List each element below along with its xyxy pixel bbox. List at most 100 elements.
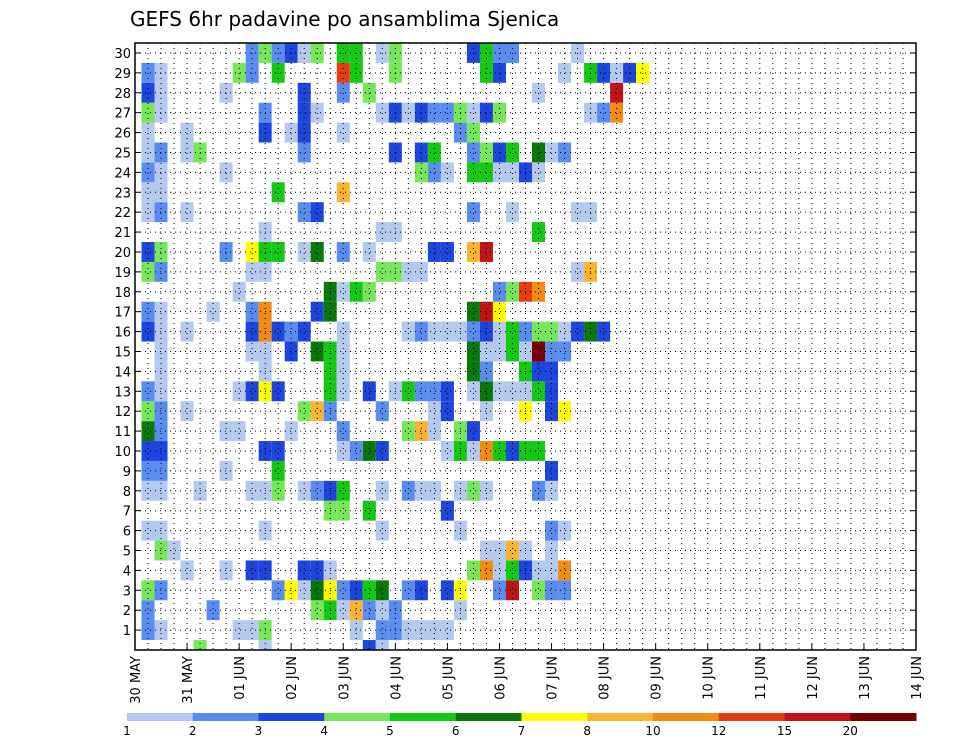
heatmap-cell xyxy=(466,361,480,382)
heatmap-cell xyxy=(440,500,454,521)
heatmap-cell xyxy=(636,62,650,83)
heatmap-cell xyxy=(597,62,611,83)
y-tick-label: 18 xyxy=(114,286,131,301)
heatmap-cell xyxy=(154,261,168,282)
heatmap-cell xyxy=(141,460,155,481)
heatmap-cell xyxy=(154,62,168,83)
x-tick-label: 02 JUN xyxy=(285,656,300,700)
heatmap-cell xyxy=(180,122,194,143)
heatmap-cell xyxy=(505,441,519,461)
heatmap-cell xyxy=(414,421,428,442)
heatmap-cell xyxy=(336,321,350,342)
heatmap-cell xyxy=(545,341,559,362)
heatmap-cell xyxy=(310,560,324,581)
heatmap-cell xyxy=(375,43,389,63)
y-tick-label: 3 xyxy=(123,584,131,599)
heatmap-cell xyxy=(492,301,506,322)
heatmap-cell xyxy=(362,441,376,461)
heatmap-cell xyxy=(154,441,168,461)
heatmap-cell xyxy=(427,142,441,163)
heatmap-cell xyxy=(206,600,220,621)
heatmap-cell xyxy=(427,401,441,422)
heatmap-cell xyxy=(532,480,546,501)
heatmap-cell xyxy=(479,321,493,342)
y-tick-label: 25 xyxy=(114,146,131,161)
heatmap-cell xyxy=(505,43,519,63)
heatmap-cell xyxy=(284,43,298,63)
heatmap-cell xyxy=(284,122,298,143)
y-tick-label: 16 xyxy=(114,326,131,341)
y-tick-label: 9 xyxy=(123,465,131,480)
heatmap-cell xyxy=(623,62,637,83)
heatmap-cell xyxy=(479,480,493,501)
heatmap-cell xyxy=(154,142,168,163)
y-tick-label: 22 xyxy=(114,206,131,221)
heatmap-cell xyxy=(558,401,572,422)
heatmap-cell xyxy=(545,361,559,382)
colorbar-label: 4 xyxy=(320,724,328,738)
heatmap-cell xyxy=(141,321,155,342)
heatmap-cell xyxy=(310,401,324,422)
heatmap-cell xyxy=(349,62,363,83)
heatmap-cell xyxy=(141,102,155,123)
heatmap-cell xyxy=(219,460,233,481)
heatmap-cell xyxy=(245,242,259,262)
heatmap-cell xyxy=(206,301,220,322)
heatmap-cell xyxy=(141,162,155,183)
heatmap-cell xyxy=(492,321,506,342)
colorbar-swatch xyxy=(192,713,259,721)
heatmap-cell xyxy=(401,381,415,402)
heatmap-cell xyxy=(245,341,259,362)
x-tick-label: 04 JUN xyxy=(389,656,404,700)
heatmap-cell xyxy=(180,401,194,422)
heatmap-cell xyxy=(154,162,168,183)
x-tick-label: 06 JUN xyxy=(493,656,508,700)
heatmap-cell xyxy=(375,520,389,541)
grid-lines xyxy=(135,43,916,650)
heatmap-cell xyxy=(219,421,233,442)
heatmap-cell xyxy=(284,341,298,362)
heatmap-cell xyxy=(532,321,546,342)
heatmap-cell xyxy=(466,480,480,501)
heatmap-cell xyxy=(414,261,428,282)
heatmap-cell xyxy=(362,281,376,302)
heatmap-cell xyxy=(297,142,311,163)
heatmap-cell xyxy=(141,62,155,83)
heatmap-cell xyxy=(245,480,259,501)
heatmap-cell xyxy=(245,381,259,402)
heatmap-cell xyxy=(154,460,168,481)
heatmap-cell xyxy=(505,560,519,581)
heatmap-cell xyxy=(545,401,559,422)
heatmap-cell xyxy=(492,102,506,123)
heatmap-cell xyxy=(414,162,428,183)
heatmap-cell xyxy=(336,500,350,521)
heatmap-cell xyxy=(558,341,572,362)
colorbar-swatch xyxy=(587,713,654,721)
heatmap-cell xyxy=(362,381,376,402)
heatmap-cell xyxy=(505,162,519,183)
heatmap-cell xyxy=(310,43,324,63)
heatmap-cell xyxy=(219,162,233,183)
heatmap-cell xyxy=(154,82,168,103)
colorbar-label: 5 xyxy=(386,724,394,738)
chart-title: GEFS 6hr padavine po ansamblima Sjenica xyxy=(130,7,559,31)
heatmap-cell xyxy=(141,202,155,223)
heatmap-cell xyxy=(297,242,311,262)
heatmap-cell xyxy=(571,43,585,63)
x-tick-label: 14 JUN xyxy=(910,656,925,700)
heatmap-cell xyxy=(532,560,546,581)
heatmap-cell xyxy=(141,301,155,322)
heatmap-cell xyxy=(154,301,168,322)
heatmap-cell xyxy=(440,381,454,402)
heatmap-cell xyxy=(375,102,389,123)
heatmap-cell xyxy=(479,441,493,461)
heatmap-cell xyxy=(336,182,350,203)
heatmap-cell xyxy=(232,62,246,83)
heatmap-cell xyxy=(479,102,493,123)
colorbar-label: 8 xyxy=(583,724,591,738)
heatmap-cell xyxy=(466,102,480,123)
heatmap-cell xyxy=(479,401,493,422)
y-axis-ticks: 1234567891011121314151617181920212223242… xyxy=(114,47,916,639)
heatmap-cell xyxy=(597,321,611,342)
heatmap-cell xyxy=(610,62,624,83)
